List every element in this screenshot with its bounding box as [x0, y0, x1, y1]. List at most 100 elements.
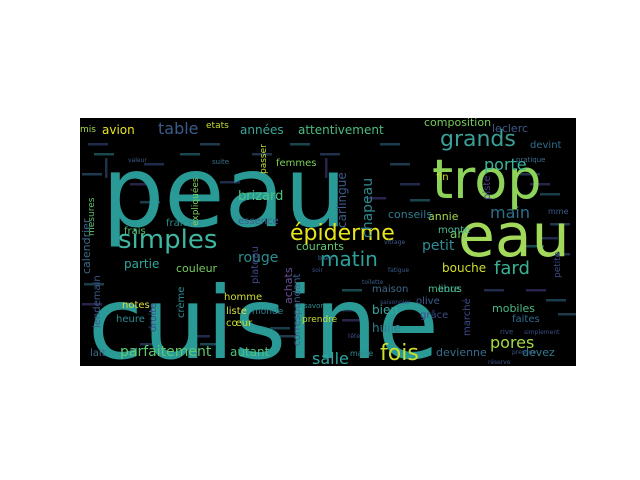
word-89: saisonnier — [380, 299, 411, 306]
word-60: droite — [148, 303, 159, 332]
word-25: brizard — [238, 189, 283, 204]
word-20: bouche — [442, 261, 486, 275]
word-13: salle — [312, 349, 349, 366]
filler-word-mark — [524, 245, 544, 248]
word-9: fois — [380, 341, 419, 366]
word-75: pratique — [516, 156, 546, 164]
word-71: mis — [80, 125, 96, 135]
word-45: marché — [461, 298, 473, 336]
word-0: peau — [102, 136, 347, 250]
word-38: devint — [530, 140, 562, 151]
word-cloud-background — [80, 118, 576, 366]
filler-word-mark — [410, 199, 430, 202]
word-62: fraîche — [166, 217, 201, 229]
word-54: homme — [224, 292, 262, 303]
word-12: pores — [490, 333, 534, 352]
filler-word-mark — [88, 143, 108, 146]
word-37: leclerc — [492, 122, 528, 135]
word-31: annie — [428, 210, 459, 223]
filler-word-mark — [400, 183, 420, 186]
filler-word-mark — [252, 153, 272, 156]
word-50: grâce — [420, 309, 448, 321]
word-87: toilette — [362, 279, 384, 286]
word-10: fard — [494, 258, 530, 279]
word-21: autant — [230, 345, 270, 359]
word-82: vitrage — [384, 239, 406, 246]
filler-word-mark — [105, 158, 108, 178]
word-28: lendemain — [92, 275, 103, 328]
word-49: devienne — [436, 346, 487, 359]
word-29: bien — [372, 303, 398, 317]
filler-word-mark — [82, 303, 102, 306]
word-67: expliquées — [190, 177, 201, 226]
filler-word-mark — [320, 153, 340, 156]
filler-word-mark — [130, 183, 150, 186]
word-57: notes — [122, 300, 150, 311]
filler-word-mark — [390, 163, 410, 166]
word-4: simples — [118, 225, 217, 255]
word-7: main — [490, 203, 530, 222]
word-83: fatigue — [388, 267, 409, 274]
word-61: frais — [124, 226, 146, 237]
filler-word-mark — [550, 223, 570, 226]
filler-word-mark — [200, 343, 220, 346]
word-42: couleur — [176, 262, 218, 275]
filler-word-mark — [144, 163, 164, 166]
filler-word-mark — [325, 158, 328, 178]
filler-word-mark — [342, 319, 362, 322]
filler-word-mark — [180, 153, 200, 156]
filler-word-mark — [280, 335, 300, 338]
word-18: partie — [124, 257, 159, 271]
word-86: savon — [304, 302, 325, 310]
filler-word-mark — [526, 289, 546, 292]
word-39: conseils — [388, 208, 432, 221]
word-24: années — [240, 123, 284, 137]
word-14: table — [158, 119, 199, 138]
word-85: marie — [350, 349, 373, 358]
word-69: correspondant — [292, 274, 303, 346]
word-74: suite — [212, 158, 229, 166]
word-36: composition — [424, 118, 491, 129]
word-70: prendre — [302, 315, 338, 325]
filler-word-mark — [342, 289, 362, 292]
word-72: mesures — [87, 197, 97, 236]
word-64: femmes — [276, 158, 317, 169]
word-80: petite — [553, 251, 563, 278]
word-8: matin — [320, 247, 378, 271]
word-68: crème — [175, 287, 187, 318]
word-41: achats — [282, 267, 295, 304]
word-52: maison — [372, 284, 408, 295]
word-56: cœur — [226, 318, 253, 329]
word-3: eau — [458, 201, 570, 271]
word-46: mobiles — [492, 302, 535, 315]
word-77: presque — [512, 349, 537, 356]
word-55: liste — [226, 306, 247, 317]
filler-word-mark — [270, 327, 290, 330]
word-88: soir — [312, 267, 323, 274]
filler-word-mark — [540, 193, 560, 196]
filler-word-mark — [94, 153, 114, 156]
word-17: rouge — [238, 250, 278, 266]
filler-word-mark — [538, 237, 558, 240]
filler-word-mark — [140, 343, 160, 346]
filler-word-mark — [530, 183, 550, 186]
word-44: libre — [438, 284, 460, 295]
word-11: parfaitement — [120, 344, 212, 360]
word-15: porte — [484, 155, 527, 174]
filler-word-mark — [82, 173, 102, 176]
filler-word-mark — [190, 335, 210, 338]
word-76: simplement — [524, 329, 560, 336]
word-78: réserve — [488, 359, 511, 366]
word-90: blanc — [318, 255, 334, 262]
word-84: tête — [348, 333, 360, 340]
word-43: plateau — [250, 246, 261, 284]
word-47: faites — [512, 314, 540, 325]
word-35: piste — [482, 176, 493, 200]
word-51: menus — [428, 284, 462, 295]
word-34: fin — [436, 172, 449, 183]
word-81: rive — [500, 328, 513, 336]
word-48: devez — [522, 346, 555, 359]
word-26: carlingue — [335, 172, 349, 228]
